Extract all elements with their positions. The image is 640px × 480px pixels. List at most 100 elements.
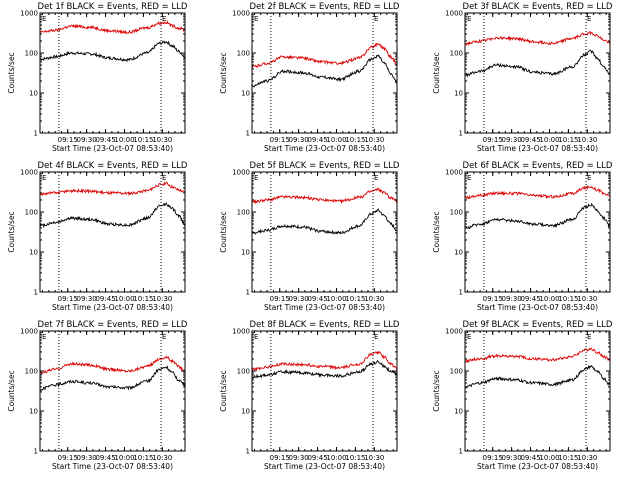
x-tick-label: 10:30 [577,454,597,462]
x-tick-label: 09:45 [95,136,115,144]
y-axis-label: Counts/sec [7,211,16,252]
marker-label-event: E [374,15,378,23]
marker-label-left: E [254,174,258,182]
x-tick-label: 09:45 [520,295,540,303]
x-tick-label: 10:30 [364,454,384,462]
x-tick-label: 10:30 [152,295,172,303]
x-tick-label: 09:30 [502,454,522,462]
y-tick-label: 1 [34,130,38,138]
series-lld-line [251,350,398,373]
y-tick-label: 1 [246,448,250,456]
y-axis-label: Counts/sec [432,211,441,252]
series-lld-line [464,347,611,364]
panel-1: Det 1f BLACK = Events, RED = LLD E E 1 10 100… [7,2,188,153]
marker-label-left: E [42,15,46,23]
plot-frame [464,330,611,452]
y-tick-label: 1 [459,448,463,456]
x-tick-label: 10:30 [152,136,172,144]
marker-label-event: E [587,174,591,182]
marker-label-left: E [254,333,258,341]
y-tick-label: 1 [459,130,463,138]
x-axis-label: Start Time (23-Oct-07 08:53:40) [52,462,173,471]
y-tick-label: 100 [25,368,38,376]
y-tick-label: 10 [454,408,463,416]
x-tick-label: 09:30 [289,295,309,303]
x-tick-label: 10:15 [558,295,578,303]
plot-frame [251,330,398,452]
x-tick-label: 09:45 [307,136,327,144]
x-tick-label: 09:15 [483,136,503,144]
y-tick-label: 1000 [232,10,250,18]
y-tick-label: 1 [34,289,38,297]
panel-4: Det 4f BLACK = Events, RED = LLD E E 1 10 100… [7,161,188,312]
plot-frame [39,12,186,134]
x-tick-label: 10:00 [539,136,559,144]
y-axis-label: Counts/sec [7,52,16,93]
y-tick-label: 100 [237,209,250,217]
panel-3: Det 3f BLACK = Events, RED = LLD E E 1 10 100… [432,2,613,153]
x-tick-label: 10:30 [577,136,597,144]
x-tick-label: 09:30 [77,454,97,462]
series-events-line [464,49,611,78]
series-lld-line [39,355,186,376]
y-axis-label: Counts/sec [432,370,441,411]
y-tick-label: 1000 [445,10,463,18]
x-tick-label: 09:15 [58,295,78,303]
x-tick-label: 09:30 [77,136,97,144]
marker-label-event: E [587,333,591,341]
x-tick-label: 10:30 [152,454,172,462]
series-lld-line [251,42,398,68]
y-tick-label: 1000 [445,169,463,177]
plot-frame [251,12,398,134]
y-tick-label: 100 [237,50,250,58]
x-axis-label: Start Time (23-Oct-07 08:53:40) [477,144,598,153]
marker-label-event: E [587,15,591,23]
series-events-line [464,364,611,389]
x-tick-label: 10:15 [345,295,365,303]
panel-title: Det 8f BLACK = Events, RED = LLD [250,320,400,330]
marker-label-left: E [467,174,471,182]
plot-frame [464,12,611,134]
series-events-line [251,54,398,88]
panel-8: Det 8f BLACK = Events, RED = LLD E E 1 10 100… [219,320,400,471]
panel-title: Det 2f BLACK = Events, RED = LLD [250,2,400,12]
x-tick-label: 09:15 [58,136,78,144]
x-tick-label: 09:15 [270,295,290,303]
y-tick-label: 1000 [20,169,38,177]
y-tick-label: 100 [237,368,250,376]
x-tick-label: 10:15 [558,136,578,144]
series-lld-line [39,181,186,197]
x-tick-label: 10:00 [539,295,559,303]
y-axis-label: Counts/sec [7,370,16,411]
y-tick-label: 10 [454,90,463,98]
y-tick-label: 1 [34,448,38,456]
marker-label-left: E [42,333,46,341]
x-tick-label: 10:15 [345,136,365,144]
y-axis-label: Counts/sec [219,211,228,252]
marker-label-event: E [162,15,166,23]
panel-title: Det 3f BLACK = Events, RED = LLD [463,2,613,12]
y-tick-label: 10 [241,90,250,98]
y-tick-label: 10 [29,408,38,416]
y-tick-label: 1000 [20,328,38,336]
x-tick-label: 09:30 [289,136,309,144]
y-tick-label: 100 [25,209,38,217]
x-tick-label: 09:45 [307,454,327,462]
y-tick-label: 1 [246,130,250,138]
y-tick-label: 1000 [20,10,38,18]
x-tick-label: 09:15 [270,454,290,462]
plot-frame [39,171,186,293]
panel-title: Det 7f BLACK = Events, RED = LLD [38,320,188,330]
x-tick-label: 09:45 [520,454,540,462]
x-tick-label: 09:30 [289,454,309,462]
y-tick-label: 1 [459,289,463,297]
panel-title: Det 5f BLACK = Events, RED = LLD [250,161,400,171]
panel-title: Det 6f BLACK = Events, RED = LLD [463,161,613,171]
y-tick-label: 10 [454,249,463,257]
x-tick-label: 10:15 [133,295,153,303]
x-tick-label: 09:45 [307,295,327,303]
y-axis-label: Counts/sec [219,370,228,411]
series-events-line [39,201,186,229]
marker-label-left: E [254,15,258,23]
